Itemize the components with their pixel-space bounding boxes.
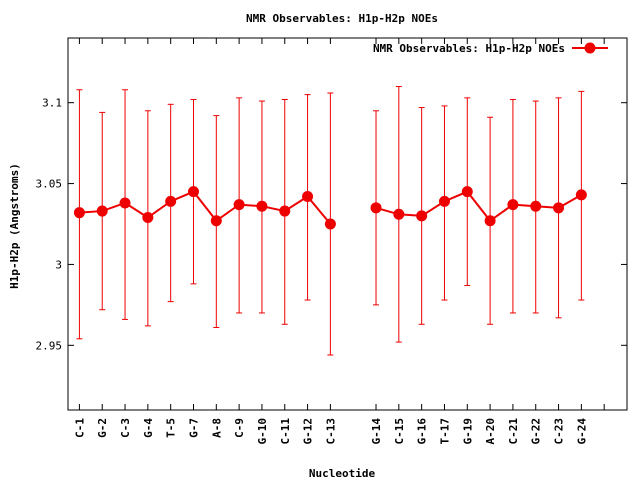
data-point xyxy=(393,208,405,220)
series-group xyxy=(73,86,587,356)
x-tick-label: G-16 xyxy=(416,418,429,445)
y-tick-label: 3.1 xyxy=(42,97,62,110)
x-tick-label: C-3 xyxy=(119,418,132,438)
data-point xyxy=(461,186,473,198)
x-tick-label: T-5 xyxy=(165,418,178,438)
data-point xyxy=(165,195,177,207)
x-tick-label: G-10 xyxy=(256,418,269,445)
data-point xyxy=(279,205,291,217)
data-point xyxy=(575,189,587,201)
data-point xyxy=(302,191,314,203)
data-point xyxy=(507,199,519,211)
data-point xyxy=(484,215,496,227)
x-tick-label: G-12 xyxy=(302,418,315,445)
x-tick-label: G-22 xyxy=(530,418,543,445)
x-tick-label: C-13 xyxy=(324,418,337,445)
data-point xyxy=(416,210,428,222)
x-tick-label: G-4 xyxy=(142,418,155,438)
legend-label: NMR Observables: H1p-H2p NOEs xyxy=(373,42,565,55)
data-point xyxy=(142,212,154,224)
chart-title: NMR Observables: H1p-H2p NOEs xyxy=(246,12,438,25)
x-axis: C-1 G-2 C-3 G-4 T-5 G-7 A-8 C-9 G-10 C-11 G-12 C-13… xyxy=(73,38,628,445)
legend: NMR Observables: H1p-H2p NOEs xyxy=(373,42,608,55)
x-tick-label: A-8 xyxy=(210,418,223,438)
data-point xyxy=(187,186,199,198)
y-axis: 2.95 3 3.05 3.1 xyxy=(36,97,627,352)
data-point xyxy=(119,197,131,209)
data-point xyxy=(233,199,245,211)
plot-frame xyxy=(67,37,628,411)
x-tick-label: C-21 xyxy=(507,418,520,445)
y-tick-label: 3.05 xyxy=(36,178,63,191)
x-tick-label: C-11 xyxy=(279,418,292,445)
data-point xyxy=(210,215,222,227)
data-point xyxy=(553,202,565,214)
x-tick-label: T-17 xyxy=(438,418,451,445)
data-point xyxy=(256,200,268,212)
x-tick-label: A-20 xyxy=(484,418,497,445)
x-tick-label: C-1 xyxy=(73,418,86,438)
y-tick-label: 3 xyxy=(55,258,62,271)
data-point xyxy=(370,202,382,214)
x-tick-label: C-15 xyxy=(393,418,406,445)
x-tick-label: G-7 xyxy=(187,418,200,438)
legend-marker xyxy=(584,42,596,54)
x-tick-label: C-23 xyxy=(553,418,566,445)
y-tick-label: 2.95 xyxy=(36,339,63,352)
data-point xyxy=(530,200,542,212)
y-axis-label: H1p-H2p (Angstroms) xyxy=(8,163,21,289)
data-point xyxy=(96,205,108,217)
x-axis-label: Nucleotide xyxy=(309,467,376,480)
series-line xyxy=(375,190,582,223)
x-tick-label: G-14 xyxy=(370,418,383,445)
series-line xyxy=(79,190,332,225)
x-tick-label: G-24 xyxy=(575,418,588,445)
x-tick-label: G-2 xyxy=(96,418,109,438)
data-point xyxy=(73,207,85,219)
data-point xyxy=(324,218,336,230)
data-point xyxy=(438,195,450,207)
x-tick-label: G-19 xyxy=(461,418,474,445)
x-tick-label: C-9 xyxy=(233,418,246,438)
